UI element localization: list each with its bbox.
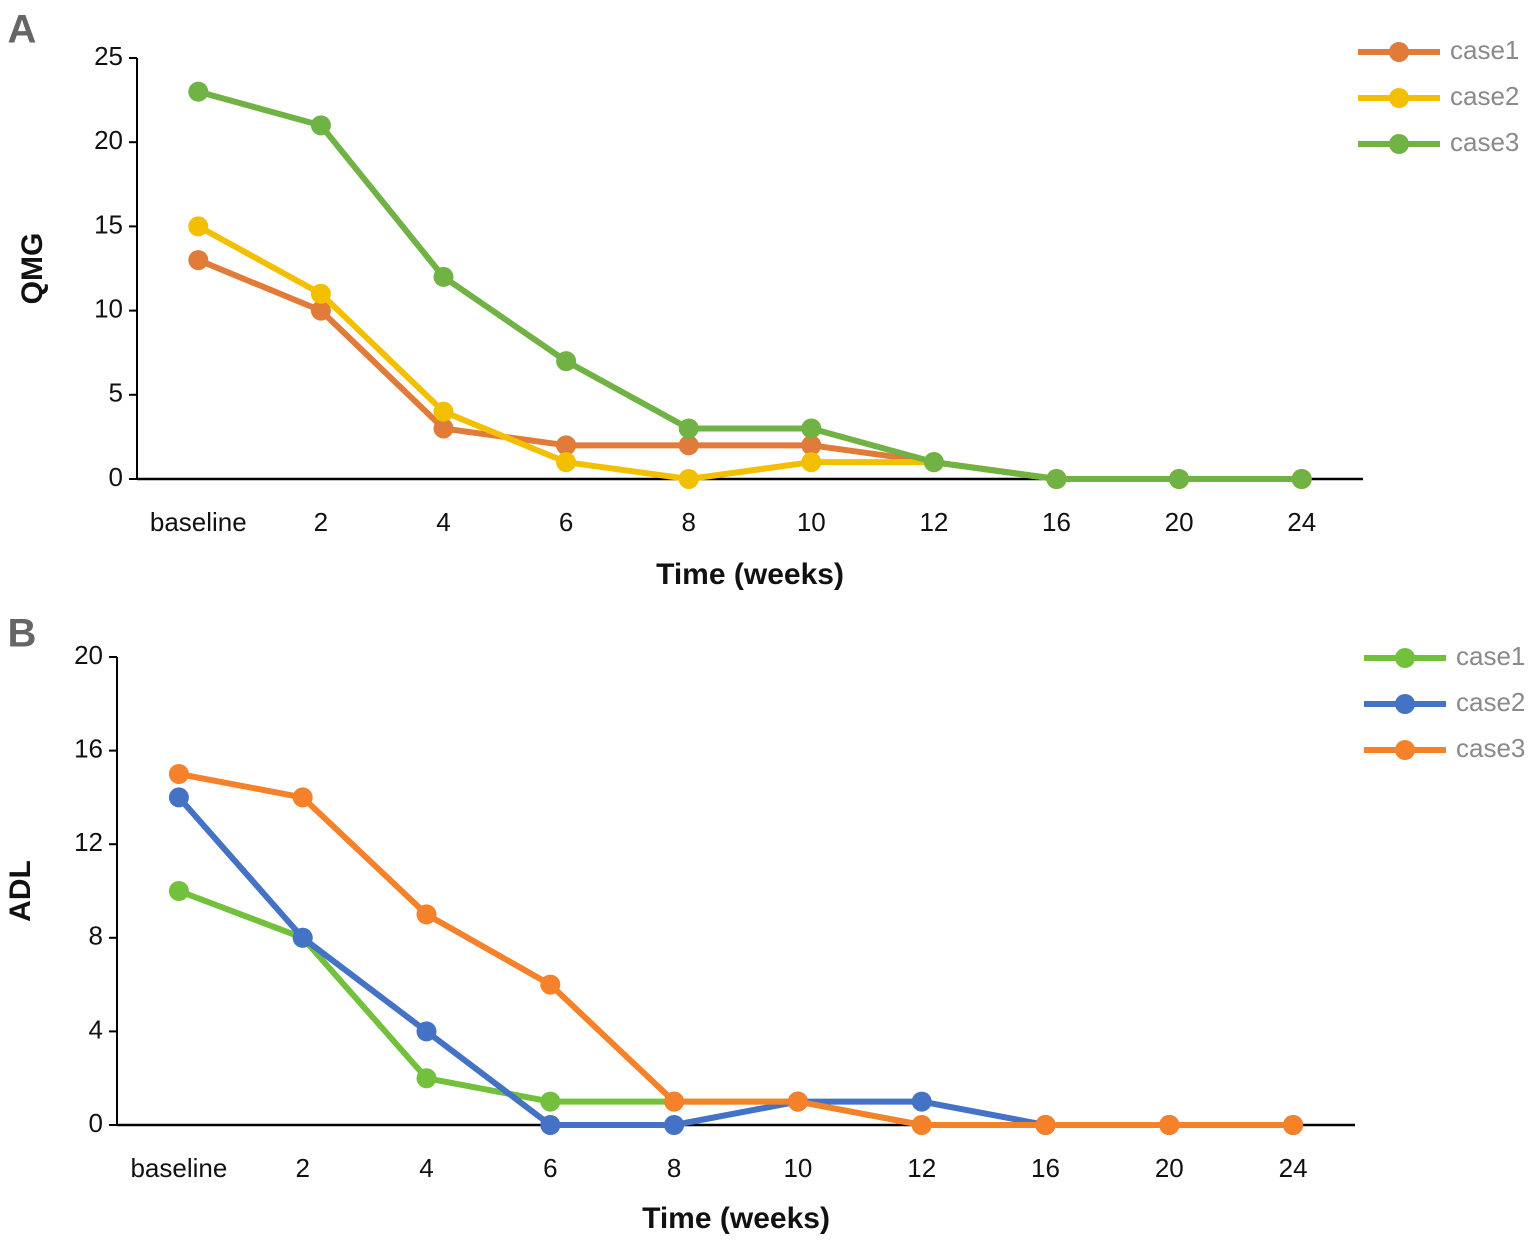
series-line [197, 88, 1302, 482]
series-line [176, 795, 1294, 1128]
data-point [678, 418, 699, 439]
data-point [416, 1021, 437, 1042]
y-tick-label: 16 [74, 733, 103, 763]
y-tick-label: 20 [94, 125, 123, 155]
x-tick-label: 2 [295, 1153, 309, 1183]
data-point [540, 974, 561, 995]
x-tick-label: baseline [150, 507, 247, 537]
legend-label: case2 [1456, 687, 1525, 717]
data-point [292, 787, 313, 808]
series-line [177, 888, 1294, 1128]
data-point [310, 300, 331, 321]
y-axis-title: ADL [4, 860, 37, 922]
data-point [188, 250, 209, 271]
x-tick-label: 12 [907, 1153, 936, 1183]
data-point [911, 1091, 932, 1112]
legend-marker [1395, 694, 1415, 714]
y-tick-label: 0 [109, 462, 123, 492]
data-point [1046, 469, 1067, 489]
x-axis-title: Time (weeks) [656, 558, 844, 591]
y-axis-title: QMG [16, 233, 49, 305]
panel-label: A [8, 8, 37, 52]
legend-marker [1389, 134, 1409, 154]
data-point [416, 904, 437, 925]
legend-marker [1395, 648, 1415, 668]
data-point [801, 418, 822, 439]
x-tick-label: 8 [667, 1153, 681, 1183]
panel-label: B [8, 612, 37, 656]
legend-label: case3 [1456, 733, 1525, 763]
legend-label: case3 [1450, 127, 1519, 157]
data-point [292, 927, 313, 948]
data-point [664, 1091, 685, 1112]
x-tick-label: 16 [1042, 507, 1071, 537]
legend-marker [1395, 740, 1415, 760]
data-point [556, 452, 577, 473]
x-tick-label: 20 [1165, 507, 1194, 537]
x-tick-label: 10 [797, 507, 826, 537]
data-point [678, 435, 699, 456]
series-line [178, 771, 1294, 1128]
data-point [310, 115, 331, 136]
data-point [540, 1115, 561, 1135]
x-axis-title: Time (weeks) [642, 1202, 830, 1235]
data-point [1291, 469, 1312, 489]
data-point [664, 1115, 685, 1135]
data-point [416, 1068, 437, 1089]
x-tick-label: 6 [543, 1153, 557, 1183]
x-tick-label: 10 [783, 1153, 812, 1183]
x-tick-label: 4 [436, 507, 450, 537]
x-tick-label: 24 [1279, 1153, 1308, 1183]
legend-label: case1 [1450, 35, 1519, 65]
x-tick-label: 20 [1155, 1153, 1184, 1183]
data-point [801, 452, 822, 473]
y-tick-label: 10 [94, 293, 123, 323]
x-tick-label: 6 [559, 507, 573, 537]
y-tick-label: 20 [74, 640, 103, 670]
legend-label: case2 [1450, 81, 1519, 111]
data-point [188, 81, 209, 102]
y-tick-label: 0 [89, 1108, 103, 1138]
x-tick-label: baseline [130, 1153, 227, 1183]
x-tick-label: 8 [681, 507, 695, 537]
data-point [188, 216, 209, 237]
y-tick-label: 25 [94, 41, 123, 71]
data-point [923, 452, 944, 473]
x-tick-label: 4 [419, 1153, 433, 1183]
data-point [787, 1091, 808, 1112]
data-point [678, 469, 699, 489]
y-tick-label: 12 [74, 827, 103, 857]
data-point [911, 1115, 932, 1135]
legend-marker [1389, 42, 1409, 62]
x-tick-label: 24 [1287, 507, 1316, 537]
legend-label: case1 [1456, 641, 1525, 671]
data-point [168, 764, 189, 784]
legend-marker [1389, 88, 1409, 108]
data-point [556, 435, 577, 456]
data-point [433, 266, 454, 287]
data-point [1035, 1115, 1056, 1135]
data-point [801, 435, 822, 456]
x-tick-label: 12 [919, 507, 948, 537]
x-tick-label: 2 [314, 507, 328, 537]
data-point [556, 351, 577, 372]
data-point [1159, 1115, 1180, 1135]
y-tick-label: 4 [89, 1014, 103, 1044]
data-point [433, 418, 454, 439]
data-point [168, 881, 189, 901]
data-point [433, 401, 454, 422]
data-point [1169, 469, 1190, 489]
y-tick-label: 8 [89, 921, 103, 951]
data-point [540, 1091, 561, 1112]
series-line [197, 257, 1302, 482]
data-point [168, 787, 189, 808]
data-point [310, 283, 331, 304]
y-tick-label: 5 [109, 378, 123, 408]
x-tick-label: 16 [1031, 1153, 1060, 1183]
data-point [1283, 1115, 1304, 1135]
y-tick-label: 15 [94, 209, 123, 239]
